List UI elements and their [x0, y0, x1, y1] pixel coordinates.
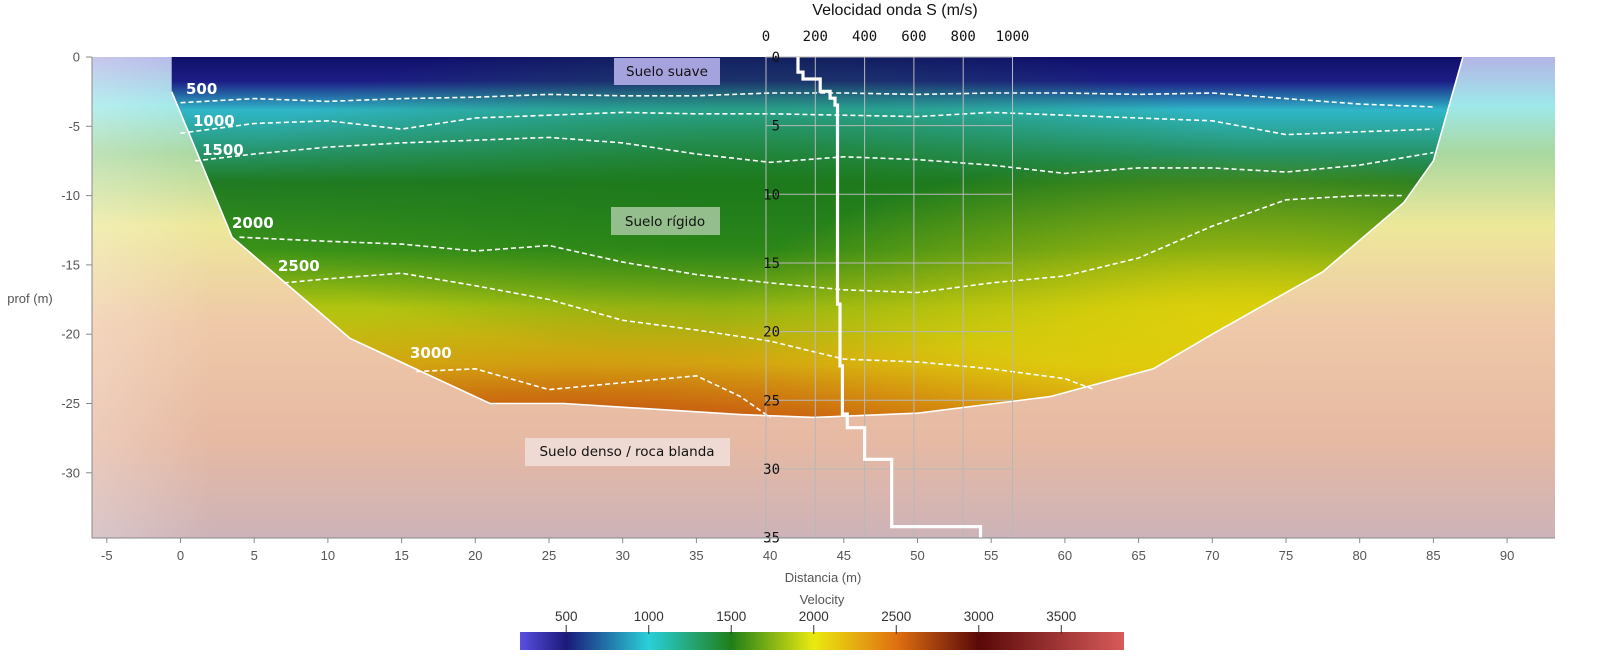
vs-x-tick-label: 400	[852, 29, 877, 45]
vs-y-tick-label: 5	[772, 119, 780, 135]
contour-label-1000: 1000	[193, 112, 235, 130]
x-tick-label: 45	[837, 548, 851, 563]
contour-label-3000: 3000	[410, 344, 452, 362]
y-tick-label: -5	[68, 119, 80, 134]
y-axis-title: prof (m)	[7, 291, 53, 306]
vs-y-tick-label: 0	[772, 50, 780, 66]
x-tick-label: 85	[1426, 548, 1440, 563]
layer-text-soft-soil: Suelo suave	[626, 64, 708, 80]
layer-box-dense-soil	[525, 438, 730, 466]
layer-label-dense-soil: Suelo denso / roca blanda	[525, 438, 730, 466]
x-tick-label: 70	[1205, 548, 1219, 563]
vs-y-tick-label: 20	[763, 325, 780, 341]
contour-line-1500	[195, 136, 1434, 175]
x-tick-label: 25	[542, 548, 556, 563]
x-tick-label: 35	[689, 548, 703, 563]
vs-y-tick-label: 30	[763, 462, 780, 478]
x-axis-title: Distancia (m)	[785, 570, 862, 585]
layer-label-rigid-soil: Suelo rígido	[611, 207, 720, 235]
vs-x-tick-label: 800	[951, 29, 976, 45]
vs-chart-title: Velocidad onda S (m/s)	[812, 2, 977, 19]
contour-line-2500	[283, 272, 1095, 391]
vs-y-tick-label: 10	[763, 187, 780, 203]
x-tick-label: 65	[1131, 548, 1145, 563]
colorbar-tick-label: 2000	[799, 609, 829, 624]
contour-line-2000	[239, 194, 1404, 294]
colorbar	[520, 632, 1124, 650]
vs-x-tick-label: 0	[762, 29, 770, 45]
colorbar-tick-label: 3500	[1046, 609, 1076, 624]
colorbar-ticks: 500 1000 1500 2000 2500 3000 3500	[555, 609, 1076, 634]
contour-lines	[180, 92, 1434, 419]
layer-label-soft-soil: Suelo suave	[614, 58, 720, 85]
layer-text-rigid-soil: Suelo rígido	[625, 214, 705, 230]
vs-y-tick-label: 25	[763, 393, 780, 409]
x-tick-label: 55	[984, 548, 998, 563]
layer-box-soft-soil	[614, 58, 720, 85]
colorbar-tick-label: 500	[555, 609, 578, 624]
layer-text-dense-soil: Suelo denso / roca blanda	[539, 444, 714, 460]
x-tick-label: 0	[177, 548, 184, 563]
x-tick-label: 20	[468, 548, 482, 563]
y-tick-label: -15	[61, 257, 80, 272]
vs-x-tick-labels: 0 200 400 600 800 1000	[762, 29, 1030, 45]
contour-line-3000	[416, 367, 771, 419]
contour-line-1000	[180, 111, 1434, 136]
y-tick-label: -30	[61, 465, 80, 480]
vs-x-tick-label: 600	[901, 29, 926, 45]
vs-x-tick-label: 200	[803, 29, 828, 45]
contour-label-500: 500	[186, 80, 217, 98]
y-tick-label: 0	[73, 50, 80, 65]
colorbar-tick-label: 1500	[716, 609, 746, 624]
contour-line-500	[180, 92, 1434, 108]
x-tick-label: 15	[394, 548, 408, 563]
x-tick-label: 50	[910, 548, 924, 563]
colorbar-title: Velocity	[800, 592, 845, 607]
contour-label-2000: 2000	[232, 214, 274, 232]
x-tick-label: 80	[1352, 548, 1366, 563]
vs-y-tick-label: 35	[763, 531, 780, 547]
x-tick-label: -5	[101, 548, 113, 563]
colorbar-tick-label: 2500	[881, 609, 911, 624]
vs-profile-line	[796, 57, 983, 538]
x-tick-label: 75	[1279, 548, 1293, 563]
vs-y-tick-labels: 0 5 10 15 20 25 30 35	[763, 50, 780, 547]
x-tick-labels: -5 0 5 10 15 20 25 30 35 40 45 50 55 60 65 70 75 80 85 90	[101, 538, 1514, 563]
x-tick-label: 40	[763, 548, 777, 563]
x-tick-label: 10	[321, 548, 335, 563]
colorbar-tick-label: 1000	[634, 609, 664, 624]
y-tick-label: -10	[61, 188, 80, 203]
contour-labels: 500 1000 1500 2000 2500 3000	[186, 80, 452, 362]
layer-box-rigid-soil	[611, 207, 720, 235]
contour-label-2500: 2500	[278, 257, 320, 275]
x-tick-label: 30	[615, 548, 629, 563]
vs-x-tick-label: 1000	[996, 29, 1030, 45]
contour-label-1500: 1500	[202, 141, 244, 159]
vs-y-tick-label: 15	[763, 256, 780, 272]
x-tick-label: 5	[251, 548, 258, 563]
x-tick-label: 60	[1058, 548, 1072, 563]
y-tick-labels: 0 -5 -10 -15 -20 -25 -30	[61, 50, 92, 480]
y-tick-label: -25	[61, 396, 80, 411]
x-tick-label: 90	[1500, 548, 1514, 563]
colorbar-tick-label: 3000	[964, 609, 994, 624]
y-tick-label: -20	[61, 327, 80, 342]
profile-boundary-line	[170, 56, 1464, 419]
